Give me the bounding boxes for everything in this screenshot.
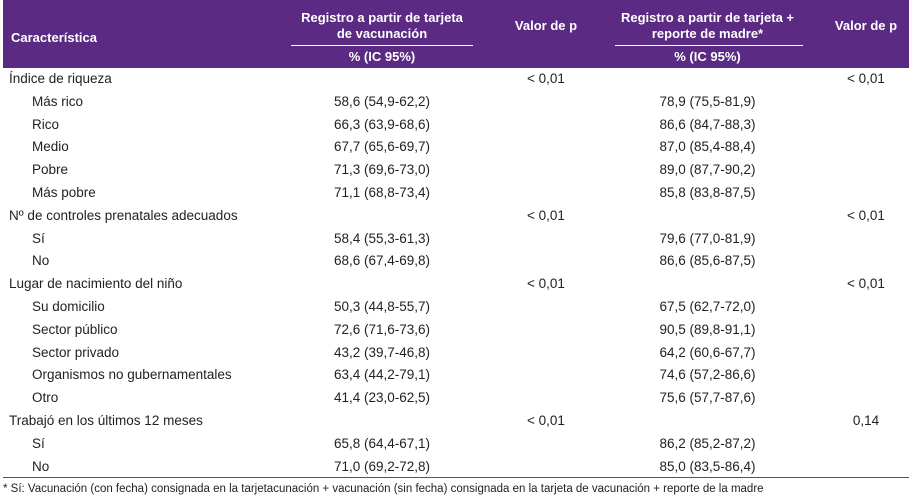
cell-registro-tarjeta-madre: 87,0 (85,4-88,4) [659,139,756,155]
header-subheader-ic-2: % (IC 95%) [674,49,741,64]
header-registro-tarjeta-line1: Registro a partir de tarjeta [301,10,463,25]
row-label: Medio [32,139,69,155]
table-row: Otro 41,4 (23,0-62,5) 75,6 (57,7-87,6) [3,387,909,410]
table-row: Rico 66,3 (63,9-68,6) 86,6 (84,7-88,3) [3,114,909,137]
row-label: Sí [32,435,45,451]
cell-registro-tarjeta: 67,7 (65,6-69,7) [333,139,431,155]
cell-valor-p-1: < 0,01 [527,71,565,86]
row-label: Sí [32,230,45,246]
row-label: No [32,458,50,474]
row-label: Más pobre [32,184,96,200]
header-registro-tarjeta-line2: de vacunación [336,26,428,41]
row-label: Nº de controles prenatales adecuados [9,207,238,223]
cell-registro-tarjeta: 71,0 (69,2-72,8) [333,458,431,474]
table-row: Sí 65,8 (64,4-67,1) 86,2 (85,2-87,2) [3,433,909,456]
header-subheader-ic-1: % (IC 95%) [348,49,416,64]
cell-registro-tarjeta: 71,1 (68,8-73,4) [333,184,431,200]
table-row: Lugar de nacimiento del niño < 0,01 < 0,01 [3,273,909,296]
header-registro-tarjeta-madre-line1: Registro a partir de tarjeta + [620,10,795,25]
row-label: Trabajó en los últimos 12 meses [9,412,203,428]
row-label: Rico [32,116,60,132]
table-row: Organismos no gubernamentales 63,4 (44,2-… [3,364,909,387]
cell-valor-p-2: < 0,01 [847,71,885,86]
row-label: Sector privado [32,344,120,360]
row-label: Su domicilio [32,298,105,314]
table-row: No 68,6 (67,4-69,8) 86,6 (85,6-87,5) [3,250,909,273]
cell-registro-tarjeta-madre: 86,6 (84,7-88,3) [659,116,756,132]
footer-rule [3,477,909,478]
table-body: Índice de riqueza < 0,01 < 0,01 Más rico 58,… [3,68,909,478]
cell-valor-p-1: < 0,01 [527,276,565,292]
table-row: Sí 58,4 (55,3-61,3) 79,6 (77,0-81,9) [3,228,909,251]
cell-registro-tarjeta: 65,8 (64,4-67,1) [333,435,431,451]
table-row: Más rico 58,6 (54,9-62,2) 78,9 (75,5-81,9) [3,91,909,114]
table-row: Nº de controles prenatales adecuados < 0,… [3,205,909,228]
footnote: * Sí: Vacunación (con fecha) consignada … [3,483,764,495]
table-row: Su domicilio 50,3 (44,8-55,7) 67,5 (62,7-7… [3,296,909,319]
cell-registro-tarjeta-madre: 86,2 (85,2-87,2) [659,435,756,451]
header-registro-tarjeta-madre: Registro a partir de tarjeta + reporte d… [610,10,805,42]
table-row: Medio 67,7 (65,6-69,7) 87,0 (85,4-88,4) [3,136,909,159]
cell-registro-tarjeta: 43,2 (39,7-46,8) [333,344,431,360]
table-row: No 71,0 (69,2-72,8) 85,0 (83,5-86,4) [3,456,909,479]
cell-registro-tarjeta: 66,3 (63,9-68,6) [333,116,431,132]
header-valor-p-2: Valor de p [834,18,898,33]
table-row: Más pobre 71,1 (68,8-73,4) 85,8 (83,8-87,5… [3,182,909,205]
cell-registro-tarjeta-madre: 85,8 (83,8-87,5) [659,184,756,200]
header-registro-tarjeta-madre-line2: reporte de madre* [651,26,764,41]
cell-registro-tarjeta-madre: 89,0 (87,7-90,2) [659,162,756,178]
cell-registro-tarjeta-madre: 90,5 (89,8-91,1) [659,321,756,337]
row-label: Más rico [32,93,84,109]
cell-registro-tarjeta-madre: 86,6 (85,6-87,5) [659,253,756,269]
table-row: Pobre 71,3 (69,6-73,0) 89,0 (87,7-90,2) [3,159,909,182]
header-caracteristica: Característica [11,30,97,45]
cell-registro-tarjeta: 72,6 (71,6-73,6) [333,321,431,337]
cell-registro-tarjeta-madre: 74,6 (57,2-86,6) [659,367,756,383]
table-row: Índice de riqueza < 0,01 < 0,01 [3,68,909,91]
cell-registro-tarjeta-madre: 64,2 (60,6-67,7) [659,344,756,360]
cell-registro-tarjeta: 50,3 (44,8-55,7) [333,298,431,314]
cell-registro-tarjeta-madre: 79,6 (77,0-81,9) [659,230,756,246]
row-label: Sector público [32,321,118,337]
cell-registro-tarjeta: 58,4 (55,3-61,3) [333,230,431,246]
table-row: Trabajó en los últimos 12 meses < 0,01 0,1… [3,410,909,433]
row-label: Otro [32,390,59,406]
row-label: Pobre [32,162,69,178]
row-label: No [32,253,50,269]
cell-registro-tarjeta-madre: 75,6 (57,7-87,6) [659,390,756,406]
table-row: Sector privado 43,2 (39,7-46,8) 64,2 (60,6… [3,342,909,365]
cell-valor-p-2: 0,14 [852,412,880,428]
cell-registro-tarjeta-madre: 78,9 (75,5-81,9) [659,93,756,109]
cell-valor-p-2: < 0,01 [847,207,885,223]
cell-registro-tarjeta: 63,4 (44,2-79,1) [333,367,431,383]
table-header: Característica Registro a partir de tarj… [3,0,909,68]
cell-registro-tarjeta: 68,6 (67,4-69,8) [333,253,431,269]
row-label: Organismos no gubernamentales [32,367,232,383]
cell-registro-tarjeta: 41,4 (23,0-62,5) [333,390,431,406]
cell-registro-tarjeta: 71,3 (69,6-73,0) [333,162,431,178]
header-registro-tarjeta: Registro a partir de tarjeta de vacunaci… [287,10,477,42]
cell-registro-tarjeta: 58,6 (54,9-62,2) [333,93,431,109]
row-label: Lugar de nacimiento del niño [9,276,183,292]
row-label: Índice de riqueza [9,71,112,86]
cell-valor-p-1: < 0,01 [527,412,565,428]
table-row: Sector público 72,6 (71,6-73,6) 90,5 (89,8… [3,319,909,342]
header-divider-2 [615,45,803,46]
cell-valor-p-1: < 0,01 [527,207,565,223]
cell-registro-tarjeta-madre: 67,5 (62,7-72,0) [659,298,756,314]
cell-registro-tarjeta-madre: 85,0 (83,5-86,4) [659,458,756,474]
cell-valor-p-2: < 0,01 [847,276,885,292]
header-divider-1 [291,45,473,46]
header-valor-p-1: Valor de p [514,18,578,33]
